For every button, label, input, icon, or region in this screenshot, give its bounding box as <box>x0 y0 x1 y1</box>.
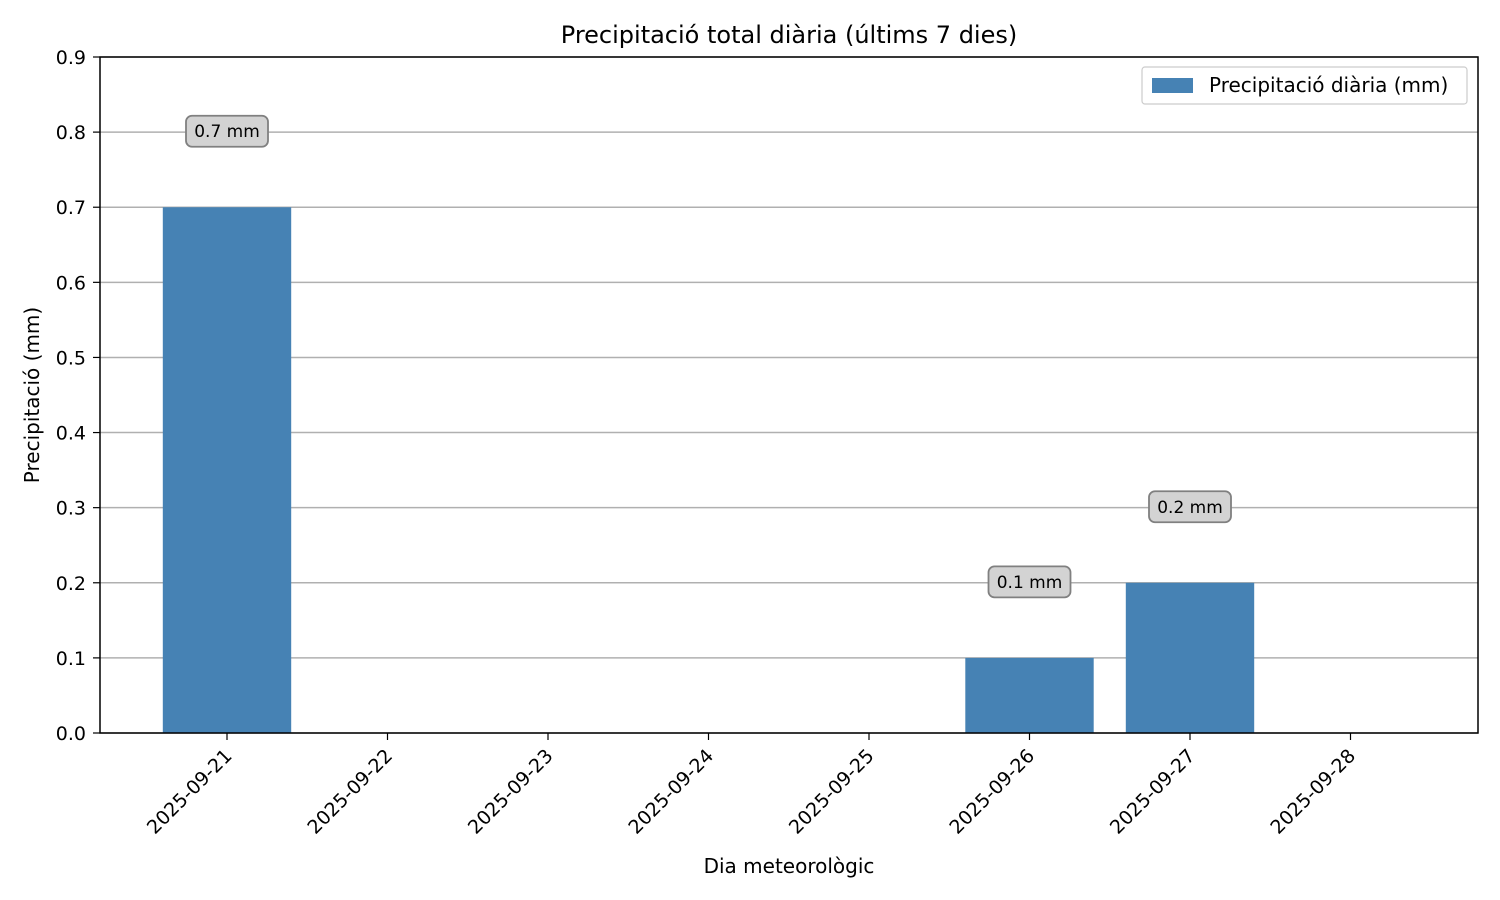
y-tick-label: 0.6 <box>56 272 86 294</box>
value-annotation: 0.2 mm <box>1148 490 1232 524</box>
legend-label: Precipitació diària (mm) <box>1209 73 1448 97</box>
value-annotation-label: 0.1 mm <box>997 573 1063 593</box>
bar-2025-09-26 <box>965 657 1094 733</box>
y-tick-label: 0.1 <box>56 648 86 670</box>
y-tick-label: 0.8 <box>56 122 86 144</box>
y-tick-label: 0.2 <box>56 573 86 595</box>
value-annotation-box <box>1148 490 1232 524</box>
x-axis-title: Dia meteorològic <box>704 854 875 878</box>
legend-swatch <box>1152 78 1193 93</box>
bar-2025-09-21 <box>162 207 292 733</box>
value-annotation-box <box>185 114 269 148</box>
plot-frame <box>99 56 1479 734</box>
bar-2025-09-27 <box>1125 582 1255 733</box>
annotation-layer: 0.7 mm 0.1 mm 0.2 mm <box>185 114 1232 599</box>
y-tick-label: 0.0 <box>56 723 86 745</box>
value-annotation-box <box>987 565 1072 599</box>
value-annotation: 0.7 mm <box>185 114 269 148</box>
y-tick-label: 0.5 <box>56 347 86 369</box>
y-tick-label: 0.9 <box>56 47 86 69</box>
legend: Precipitació diària (mm) <box>1141 66 1468 105</box>
value-annotation-label: 0.2 mm <box>1157 498 1223 518</box>
value-annotation: 0.1 mm <box>987 565 1072 599</box>
value-annotation-label: 0.7 mm <box>194 122 260 142</box>
y-axis-title: Precipitació (mm) <box>20 307 44 483</box>
y-tick-label: 0.7 <box>56 197 86 219</box>
y-axis-ticks: 0.0 0.1 0.2 0.3 0.4 0.5 0.6 0.7 0.8 0.9 <box>56 47 100 745</box>
y-tick-label: 0.3 <box>56 498 86 520</box>
y-tick-label: 0.4 <box>56 423 86 445</box>
bar-layer <box>162 207 1255 733</box>
chart-title: Precipitació total diària (últims 7 dies… <box>561 21 1017 49</box>
legend-box <box>1141 66 1468 105</box>
